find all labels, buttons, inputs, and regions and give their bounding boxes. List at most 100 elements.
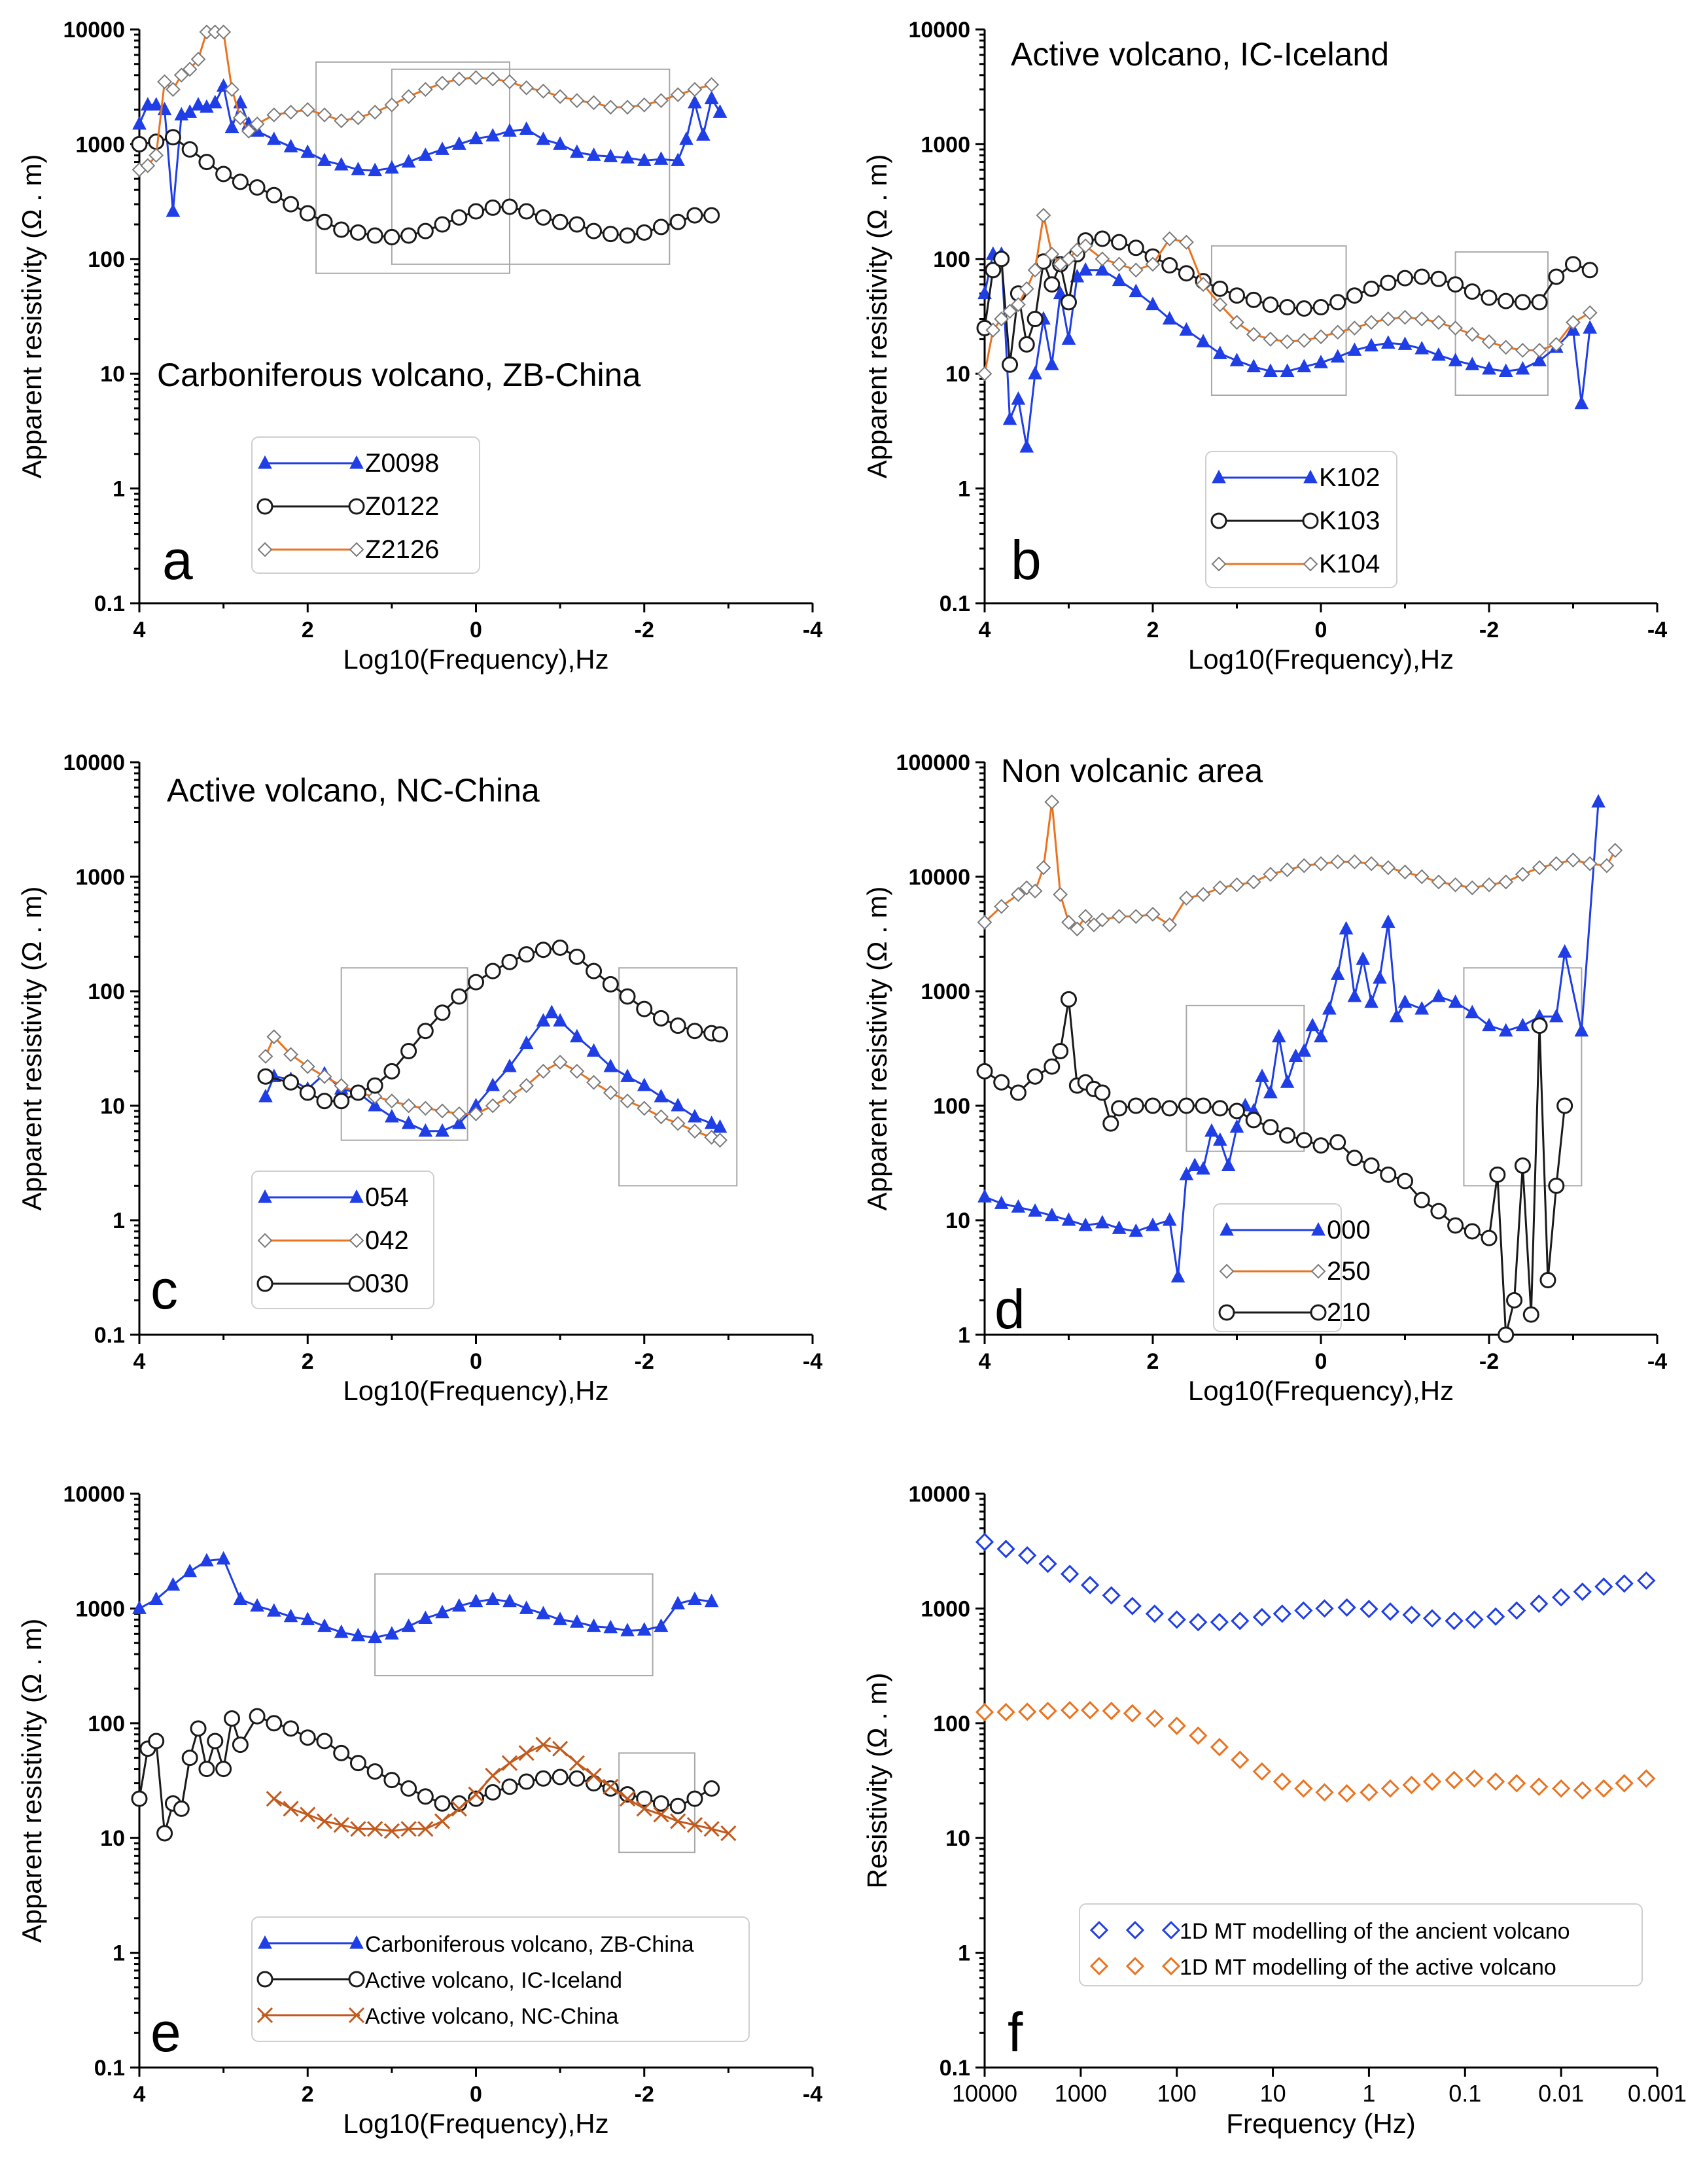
data-point-triangle: [418, 1123, 433, 1137]
data-point-triangle: [1255, 1068, 1269, 1082]
data-point-circle: [1548, 1177, 1565, 1194]
data-point-circle: [652, 219, 669, 236]
x-tick-label: -2: [1479, 1349, 1499, 1374]
data-point-cross: [283, 1801, 299, 1817]
data-point-circle: [712, 1026, 729, 1043]
data-point-circle: [652, 1795, 669, 1812]
data-point-circle: [1279, 1127, 1296, 1144]
data-point-diamond: [1360, 1783, 1378, 1802]
data-point-diamond: [603, 99, 618, 115]
data-point-circle: [156, 1825, 173, 1842]
legend-label: 000: [1327, 1216, 1371, 1244]
data-point-cross: [485, 1767, 501, 1784]
y-tick-label: 0.1: [939, 2056, 970, 2081]
data-point-circle: [1363, 1157, 1380, 1174]
data-point-circle: [1195, 1097, 1212, 1114]
data-point-circle: [1094, 230, 1111, 247]
data-point-diamond: [1053, 887, 1068, 902]
data-point-diamond: [1315, 1783, 1334, 1802]
y-tick-label: 1: [113, 1941, 125, 1966]
panel-title: Non volcanic area: [1001, 752, 1263, 789]
legend: K102 K103 K104: [1205, 451, 1397, 588]
data-point-triangle: [401, 1618, 416, 1632]
x-tick-label: 0: [1315, 618, 1327, 643]
data-point-triangle: [1380, 914, 1396, 928]
data-point-diamond: [1112, 256, 1127, 272]
data-point-diamond: [1018, 1702, 1037, 1721]
data-point-diamond: [1532, 860, 1547, 875]
data-point-circle: [198, 1761, 215, 1778]
data-point-diamond: [1582, 856, 1598, 872]
data-point-circle: [1413, 1191, 1430, 1208]
data-point-triangle: [1204, 1123, 1219, 1137]
x-tick-label: 2: [302, 618, 314, 643]
y-tick-label: 1000: [75, 1596, 125, 1621]
data-point-diamond: [401, 89, 417, 105]
legend-label: Carboniferous volcano, ZB-China: [365, 1932, 694, 1957]
data-point-triangle: [1364, 994, 1378, 1008]
roi-box: [340, 967, 468, 1141]
data-point-triangle: [224, 119, 239, 133]
data-point-triangle: [485, 128, 500, 142]
data-point-circle: [1397, 270, 1413, 287]
data-point-triangle: [1246, 359, 1261, 373]
data-point-triangle: [519, 1600, 534, 1614]
data-point-diamond: [1212, 297, 1228, 313]
data-point-circle: [1002, 356, 1019, 373]
data-point-diamond: [367, 105, 383, 120]
data-point-circle: [1052, 1043, 1069, 1060]
data-point-triangle: [1297, 359, 1312, 373]
data-point-triangle: [1482, 361, 1496, 375]
data-point-circle: [316, 213, 333, 230]
data-point-diamond: [1161, 1956, 1181, 1976]
data-point-triangle: [1347, 988, 1362, 1002]
data-point-triangle: [349, 1935, 364, 1949]
data-point-triangle: [1465, 1004, 1480, 1019]
data-point-circle: [602, 976, 619, 993]
data-point-circle: [1531, 294, 1548, 311]
data-point-circle: [417, 1788, 434, 1805]
data-point-circle: [348, 498, 365, 515]
data-point-diamond: [349, 1233, 364, 1248]
data-point-diamond: [1044, 794, 1060, 810]
panel-letter: f: [1008, 2001, 1023, 2063]
data-point-triangle: [191, 97, 205, 111]
data-point-circle: [316, 1093, 333, 1110]
data-point-diamond: [1310, 1263, 1326, 1279]
data-point-circle: [535, 942, 552, 959]
data-point-triangle: [1095, 1214, 1110, 1229]
data-point-cross: [569, 1755, 585, 1771]
data-point-diamond: [417, 82, 433, 97]
data-point-triangle: [620, 150, 635, 164]
data-point-circle: [366, 1763, 383, 1780]
data-point-diamond: [1532, 342, 1547, 358]
data-point-triangle: [1162, 1212, 1177, 1226]
y-tick-label: 1000: [921, 132, 970, 157]
data-point-circle: [636, 224, 653, 241]
data-point-circle: [468, 203, 484, 220]
data-point-triangle: [349, 455, 364, 469]
data-point-diamond: [519, 80, 535, 96]
data-point-circle: [636, 1790, 653, 1807]
legend-box: [251, 436, 480, 574]
data-point-triangle: [536, 1013, 551, 1027]
y-tick-label: 0.1: [939, 591, 970, 616]
data-point-triangle: [468, 130, 483, 145]
data-point-diamond: [1036, 860, 1051, 875]
legend-label: Active volcano, NC-China: [365, 2004, 618, 2029]
x-axis-title: Log10(Frequency),Hz: [1188, 1375, 1454, 1406]
data-point-triangle: [216, 1551, 231, 1565]
data-point-circle: [993, 251, 1010, 268]
data-point-triangle: [334, 156, 349, 171]
data-point-diamond: [224, 82, 239, 97]
data-point-diamond: [417, 1101, 433, 1116]
data-point-diamond: [1069, 921, 1085, 937]
panel-a: 0.1 1 10 100 1000 10000 4 2 0 -2 -4 Log10(Frequency…: [16, 18, 822, 675]
data-point-diamond: [1448, 320, 1464, 336]
legend-label: 042: [365, 1226, 409, 1255]
data-point-diamond: [1229, 315, 1244, 330]
data-point-diamond: [349, 542, 364, 557]
data-point-circle: [1430, 1203, 1447, 1220]
data-point-circle: [1044, 276, 1061, 293]
data-point-triangle: [637, 1078, 652, 1091]
